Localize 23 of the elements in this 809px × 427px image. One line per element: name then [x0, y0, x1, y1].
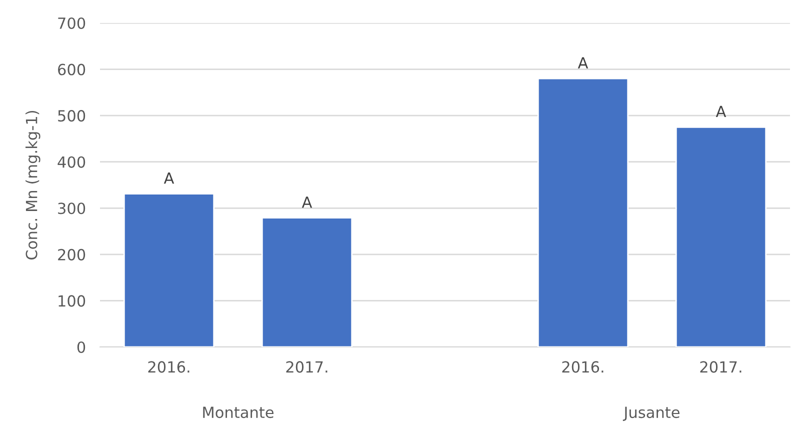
text: Jusante: [622, 406, 680, 421]
y-tick-label: 600: [58, 64, 86, 76]
x-tick-label: 2017.: [700, 361, 742, 373]
data-label: A: [164, 172, 174, 184]
bar: [675, 126, 767, 347]
x-tick-label: 2016.: [562, 361, 604, 373]
y-tick-label: 700: [58, 17, 86, 30]
data-label: A: [302, 196, 312, 208]
bar: [123, 193, 215, 347]
y-tick-label: 300: [58, 202, 86, 214]
bar: [537, 78, 629, 347]
y-tick-label: 500: [58, 110, 86, 122]
y-axis-title: Conc. Mn (mg.kg-1): [25, 110, 40, 260]
x-tick-label: 2017.: [286, 361, 328, 373]
text: Montante: [203, 406, 274, 418]
y-tick-label: 100: [58, 295, 86, 307]
y-tick-label: 200: [58, 248, 86, 260]
x-tick-label: 2016.: [148, 361, 190, 373]
y-tick-label: 400: [58, 156, 86, 168]
data-label: A: [578, 57, 588, 68]
data-label: A: [716, 106, 726, 118]
bar: [261, 217, 353, 347]
y-tick-label: 0: [77, 341, 86, 354]
